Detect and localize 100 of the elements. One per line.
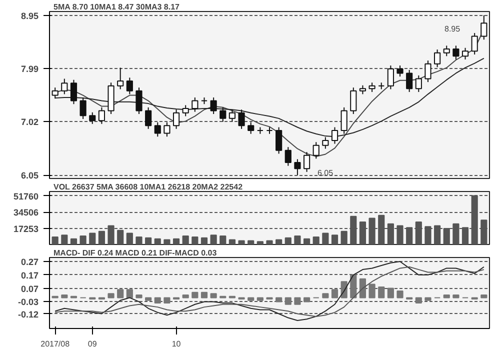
bar xyxy=(276,297,282,302)
bar xyxy=(220,236,226,244)
candlestick xyxy=(192,96,198,112)
bar xyxy=(284,297,292,305)
candlestick xyxy=(340,106,348,134)
annotation: VOL 26637 5MA 36608 10MA1 26218 20MA2 22542 xyxy=(54,182,244,192)
candlestick xyxy=(396,65,404,78)
bar xyxy=(182,294,189,298)
candlestick xyxy=(182,104,189,117)
bar xyxy=(480,294,488,298)
candlestick xyxy=(126,77,133,95)
candlestick xyxy=(312,142,320,160)
candlestick xyxy=(70,79,78,105)
candlestick xyxy=(89,112,96,124)
candlestick xyxy=(228,109,236,122)
candlestick xyxy=(266,126,273,134)
bar xyxy=(98,230,105,244)
bar xyxy=(200,292,208,298)
bar xyxy=(108,293,114,298)
x-tick-label: 09 xyxy=(88,340,98,348)
bar xyxy=(424,297,432,301)
bar xyxy=(322,232,329,244)
bar xyxy=(164,239,170,244)
y-tick-label: -0.03 xyxy=(18,297,38,308)
bar xyxy=(256,241,264,244)
candlestick xyxy=(256,126,264,134)
candlestick xyxy=(434,49,441,68)
bar xyxy=(192,292,198,298)
bar xyxy=(387,288,394,298)
bar xyxy=(396,290,404,298)
candlestick xyxy=(368,82,376,92)
bar xyxy=(248,240,254,244)
candlestick xyxy=(452,45,460,60)
candlestick xyxy=(80,96,86,120)
bar xyxy=(61,234,68,244)
bar xyxy=(331,289,338,298)
x-tick-label: 2017/08 xyxy=(40,340,70,348)
bar xyxy=(154,238,161,244)
bar xyxy=(70,238,78,244)
candlestick xyxy=(387,65,394,90)
bar xyxy=(248,297,254,301)
candlestick xyxy=(350,87,357,115)
y-tick-label: 0.27 xyxy=(20,257,39,268)
candlestick xyxy=(415,74,422,92)
y-tick-label: -0.12 xyxy=(18,309,38,320)
y-tick-label: 51760 xyxy=(13,191,39,202)
bar xyxy=(136,294,142,298)
candlestick xyxy=(322,136,329,150)
candlestick xyxy=(172,109,180,130)
bar xyxy=(210,234,217,244)
bar xyxy=(192,236,198,244)
bar xyxy=(312,236,320,244)
bar xyxy=(126,232,133,244)
bar xyxy=(303,297,310,302)
bar xyxy=(415,297,422,304)
candlestick xyxy=(331,126,338,144)
bar xyxy=(331,234,338,244)
bar xyxy=(452,294,460,298)
candlestick xyxy=(424,60,432,83)
bar xyxy=(368,284,376,298)
annotation: 8.95 xyxy=(444,24,461,34)
bar xyxy=(256,297,264,301)
bar xyxy=(145,297,152,301)
candlestick xyxy=(284,146,292,166)
candlestick xyxy=(98,106,105,124)
bar xyxy=(443,294,450,298)
bar xyxy=(89,232,96,244)
bar xyxy=(378,286,385,298)
annotation: MACD- DIF 0.24 MACD 0.21 DIF-MACD 0.03 xyxy=(54,248,218,258)
bar xyxy=(172,238,180,244)
bar xyxy=(117,289,124,298)
candlestick xyxy=(443,45,450,57)
candlestick xyxy=(136,87,142,115)
bar xyxy=(322,293,329,298)
y-tick-label: 7.02 xyxy=(20,117,39,128)
bar xyxy=(126,289,133,298)
bar xyxy=(52,236,58,244)
candlestick xyxy=(154,122,161,138)
bar xyxy=(340,230,348,244)
text: 5MA 8.70 10MA1 8.47 30MA3 8.17 xyxy=(54,2,180,12)
candlestick xyxy=(406,69,413,92)
y-tick-label: 17253 xyxy=(13,224,39,234)
bar xyxy=(164,297,170,304)
candlestick xyxy=(164,122,170,138)
candlestick xyxy=(117,67,124,90)
bar xyxy=(350,274,357,298)
candlestick xyxy=(276,126,282,154)
bar xyxy=(200,237,208,244)
y-tick-label: 34506 xyxy=(13,208,39,218)
bar xyxy=(136,236,142,244)
bar xyxy=(210,293,217,298)
y-tick-label: 0.07 xyxy=(20,284,39,294)
bar xyxy=(80,236,86,244)
y-tick-label: 8.95 xyxy=(20,10,39,21)
candlestick xyxy=(471,32,478,55)
bar xyxy=(303,238,310,244)
bar xyxy=(61,294,68,298)
bar xyxy=(284,237,292,244)
bar xyxy=(294,297,301,305)
bar xyxy=(276,239,282,244)
